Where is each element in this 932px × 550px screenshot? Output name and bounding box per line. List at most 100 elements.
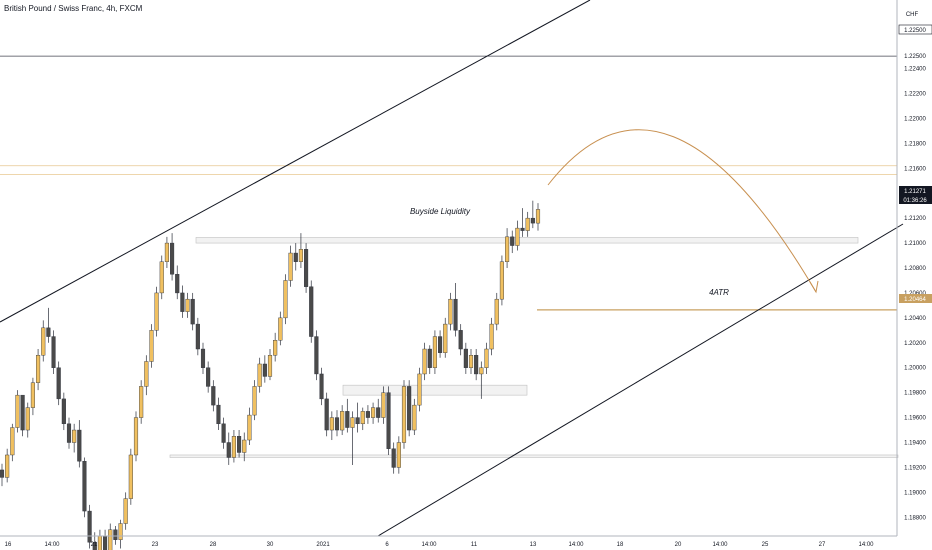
candle bbox=[530, 200, 535, 229]
candle-body bbox=[381, 392, 386, 418]
candle-body bbox=[273, 340, 278, 356]
candle-body bbox=[190, 298, 195, 325]
candle bbox=[36, 349, 41, 391]
candle-body bbox=[180, 292, 185, 312]
candle-body bbox=[267, 355, 273, 377]
candle bbox=[221, 417, 226, 449]
candle bbox=[164, 236, 169, 268]
candle bbox=[324, 392, 329, 437]
candle bbox=[247, 407, 252, 446]
candle bbox=[278, 311, 283, 346]
candle bbox=[128, 448, 133, 505]
candle-body bbox=[211, 386, 216, 406]
candle-body bbox=[108, 529, 113, 550]
x-tick-label: 14:00 bbox=[421, 542, 437, 548]
candle bbox=[66, 417, 72, 449]
candle-body bbox=[391, 448, 396, 468]
candle bbox=[401, 380, 407, 449]
y-tick-label: 1.22500 bbox=[904, 54, 926, 60]
price-axis[interactable]: 1.22500 1.22400 1.22200 1.22000 1.21800 1.216… bbox=[904, 54, 926, 521]
candle bbox=[412, 398, 417, 436]
candle bbox=[376, 398, 381, 423]
candle-body bbox=[133, 417, 139, 456]
candle bbox=[381, 386, 386, 424]
candle bbox=[51, 330, 56, 374]
candle bbox=[30, 377, 35, 416]
candle bbox=[319, 367, 324, 406]
x-tick-label: 14:00 bbox=[858, 542, 874, 548]
y-tick-label: 1.18800 bbox=[904, 515, 926, 521]
buyside-liquidity-zone bbox=[195, 237, 859, 244]
candle-body bbox=[489, 323, 494, 350]
candle-body bbox=[468, 355, 474, 368]
candle-body bbox=[206, 367, 211, 387]
candle bbox=[391, 442, 396, 474]
candle bbox=[288, 245, 293, 287]
candle bbox=[242, 432, 247, 462]
candle bbox=[329, 411, 334, 441]
y-tick-label: 1.19800 bbox=[904, 391, 926, 397]
candle-layer bbox=[0, 200, 541, 550]
candle bbox=[15, 390, 20, 433]
target-price: 1.20464 bbox=[904, 297, 926, 303]
candle-body bbox=[113, 529, 118, 540]
y-tick-label: 1.19200 bbox=[904, 465, 926, 471]
candle bbox=[133, 411, 139, 462]
x-tick-label: 14:00 bbox=[712, 542, 728, 548]
candle-body bbox=[46, 327, 51, 337]
candle-body bbox=[427, 348, 432, 368]
candle-body bbox=[530, 217, 535, 224]
candle bbox=[510, 230, 515, 254]
current-price-badge-bg bbox=[899, 186, 932, 204]
candle bbox=[350, 411, 355, 465]
candle bbox=[345, 398, 350, 433]
candle bbox=[262, 355, 267, 383]
candle bbox=[10, 423, 15, 462]
candle-body bbox=[458, 330, 463, 350]
candle bbox=[154, 286, 159, 337]
top-level-badge-bg bbox=[898, 24, 932, 35]
time-axis[interactable]: 16 14:00 21 23 28 30 2021 6 14:00 11 13 14:00 18 20 14… bbox=[5, 542, 875, 548]
candle bbox=[443, 317, 448, 358]
y-tick-label: 1.22200 bbox=[904, 91, 926, 97]
current-price-badge: 1.21271 01:36:26 bbox=[899, 186, 932, 204]
candle bbox=[283, 274, 288, 325]
candle bbox=[118, 519, 123, 549]
candle-body bbox=[185, 298, 190, 312]
candle-body bbox=[170, 242, 175, 275]
candle bbox=[396, 436, 401, 474]
x-tick-label: 2021 bbox=[316, 542, 330, 548]
x-tick-label: 16 bbox=[5, 542, 12, 548]
candle bbox=[520, 208, 525, 237]
candle-body bbox=[72, 429, 77, 443]
candle-body bbox=[319, 373, 324, 400]
candle-body bbox=[494, 298, 499, 325]
candle-body bbox=[417, 373, 422, 406]
candle-body bbox=[535, 209, 541, 224]
candle bbox=[298, 233, 303, 268]
candle-body bbox=[128, 454, 133, 499]
candle-body bbox=[139, 386, 144, 418]
candle-body bbox=[355, 417, 360, 425]
candle-body bbox=[103, 535, 108, 550]
candle bbox=[97, 529, 102, 550]
candle bbox=[448, 292, 453, 331]
candle-body bbox=[288, 252, 293, 281]
target-price-badge-bg bbox=[899, 294, 932, 303]
channel-lower-trendline bbox=[377, 223, 904, 537]
candle-body bbox=[283, 280, 288, 319]
candle bbox=[206, 361, 211, 393]
candle bbox=[304, 243, 309, 293]
y-tick-label: 1.19000 bbox=[904, 490, 926, 496]
candle bbox=[216, 397, 221, 431]
candle bbox=[314, 330, 319, 381]
candle-body bbox=[345, 411, 350, 428]
candle-body bbox=[525, 217, 530, 231]
candle-body bbox=[30, 382, 35, 408]
candle-body bbox=[97, 535, 102, 550]
x-tick-label: 27 bbox=[819, 542, 826, 548]
candle-body bbox=[15, 394, 20, 428]
candle bbox=[535, 203, 541, 231]
candle-body bbox=[329, 417, 334, 431]
